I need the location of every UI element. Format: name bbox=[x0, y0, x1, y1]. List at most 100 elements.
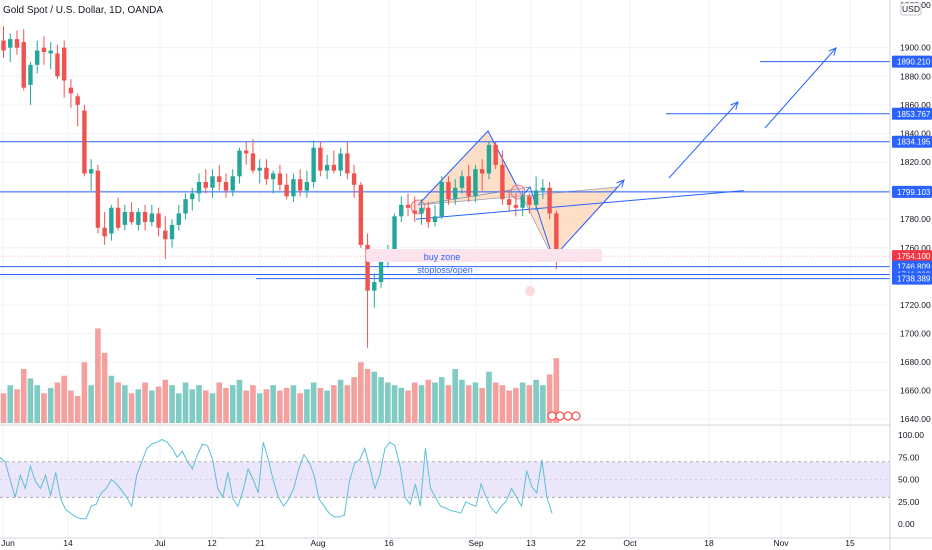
volume-bar bbox=[122, 385, 128, 423]
volume-bar bbox=[438, 377, 445, 423]
rsi-tick-label: 50.00 bbox=[898, 475, 920, 485]
buy-zone-label: buy zone bbox=[424, 252, 461, 262]
price-tick-label: 1860.00 bbox=[900, 100, 931, 110]
volume-bar bbox=[108, 375, 115, 423]
volume-bar bbox=[546, 374, 553, 423]
candle-body bbox=[270, 173, 276, 180]
volume-bar bbox=[553, 358, 560, 423]
projection-arrows[interactable] bbox=[552, 47, 837, 259]
volume-bar bbox=[256, 393, 263, 423]
candle-body bbox=[365, 244, 370, 291]
candle-body bbox=[122, 212, 128, 225]
volume-bar bbox=[209, 393, 216, 423]
volume-bar bbox=[135, 389, 142, 423]
stoploss-label: stoploss/open bbox=[417, 265, 473, 275]
volume-bar bbox=[68, 390, 74, 423]
annotations[interactable]: buy zone stoploss/open bbox=[366, 249, 602, 421]
candle-body bbox=[540, 187, 546, 191]
price-level-text: 1890.210 bbox=[897, 58, 931, 67]
candle-body bbox=[338, 153, 343, 171]
candle-body bbox=[163, 230, 168, 240]
volume-bar bbox=[74, 396, 81, 423]
currency-label: USD bbox=[902, 4, 920, 14]
price-level-badge bbox=[892, 135, 932, 148]
candle-body bbox=[210, 176, 215, 188]
candle-body bbox=[264, 167, 269, 180]
arrow-to-1853[interactable] bbox=[668, 101, 739, 179]
rsi-tick-label: 25.00 bbox=[898, 497, 920, 507]
candle-body bbox=[459, 176, 465, 188]
volume-bar bbox=[54, 382, 61, 423]
price-level-text: 1746.809 bbox=[897, 263, 931, 272]
candle-body bbox=[527, 196, 532, 205]
candle-body bbox=[190, 193, 195, 200]
candle-body bbox=[41, 47, 47, 52]
price-level-badge bbox=[892, 55, 932, 68]
candle-body bbox=[196, 182, 202, 194]
price-level-badge bbox=[892, 272, 932, 285]
trend-line[interactable] bbox=[415, 190, 745, 220]
candle-body bbox=[297, 179, 303, 191]
candle-body bbox=[223, 182, 229, 191]
rsi-tick-label: 75.00 bbox=[898, 452, 920, 462]
candle-body bbox=[8, 39, 13, 48]
candle-body bbox=[291, 179, 296, 197]
volume-bar bbox=[101, 352, 108, 423]
arrow-to-1853-head[interactable] bbox=[730, 101, 739, 110]
candle-body bbox=[419, 207, 424, 214]
buy-zone-rect[interactable] bbox=[366, 249, 602, 262]
volume-bar bbox=[236, 379, 243, 423]
volume-bar bbox=[384, 382, 391, 423]
candle-body bbox=[500, 164, 505, 200]
event-flag-icon[interactable] bbox=[563, 411, 573, 421]
price-tick-label: 1900.00 bbox=[900, 43, 931, 53]
candle-body bbox=[331, 164, 337, 171]
arrow-to-1890[interactable] bbox=[764, 47, 837, 129]
arrow-to-1799[interactable] bbox=[552, 179, 625, 259]
volume-bar bbox=[310, 382, 317, 423]
event-flag-icon[interactable] bbox=[547, 411, 557, 421]
candle-body bbox=[506, 199, 512, 205]
candle-body bbox=[102, 227, 107, 237]
candle-body bbox=[547, 187, 552, 214]
time-tick-label: Aug bbox=[310, 538, 325, 548]
candle-body bbox=[61, 47, 67, 81]
candle-body bbox=[412, 210, 417, 214]
candle-body bbox=[351, 173, 357, 185]
candle-body bbox=[439, 182, 444, 217]
candle-body bbox=[372, 282, 377, 291]
volume-bar bbox=[297, 393, 303, 423]
candle-body bbox=[250, 153, 256, 171]
arrow-to-1799-head[interactable] bbox=[616, 179, 625, 188]
volume-bar bbox=[223, 387, 229, 423]
currency-badge[interactable] bbox=[900, 2, 922, 16]
event-flag-icon[interactable] bbox=[555, 411, 565, 421]
volume-bar bbox=[95, 328, 101, 423]
candle-body bbox=[466, 176, 471, 197]
rsi-series-line bbox=[0, 438, 553, 520]
volume-bar bbox=[317, 387, 324, 423]
candle-body bbox=[399, 204, 404, 217]
rsi-tick-label: 100.00 bbox=[898, 430, 924, 440]
time-tick-label: 22 bbox=[576, 538, 586, 548]
drawing-lines[interactable] bbox=[0, 61, 890, 280]
volume-bar bbox=[351, 377, 357, 423]
volume-bar bbox=[283, 387, 290, 423]
volume-bar bbox=[27, 378, 34, 423]
volume-bar bbox=[88, 385, 94, 423]
volume-bars bbox=[0, 328, 560, 423]
arrow-to-1890-head[interactable] bbox=[828, 47, 837, 56]
candle-body bbox=[554, 213, 559, 257]
time-tick-label: 14 bbox=[63, 538, 73, 548]
candle-body bbox=[318, 147, 323, 171]
candle-body bbox=[169, 224, 175, 240]
pattern-path bbox=[417, 130, 554, 259]
price-labels: 1890.210 1853.767 1834.195 1799.103 1754.100… bbox=[892, 55, 932, 285]
time-tick-label: 21 bbox=[255, 538, 265, 548]
event-flag-icon[interactable] bbox=[571, 411, 581, 421]
candle-body bbox=[142, 212, 148, 223]
time-tick-label: Nov bbox=[773, 538, 789, 548]
candle-body bbox=[14, 39, 20, 48]
volume-bar bbox=[216, 382, 223, 423]
